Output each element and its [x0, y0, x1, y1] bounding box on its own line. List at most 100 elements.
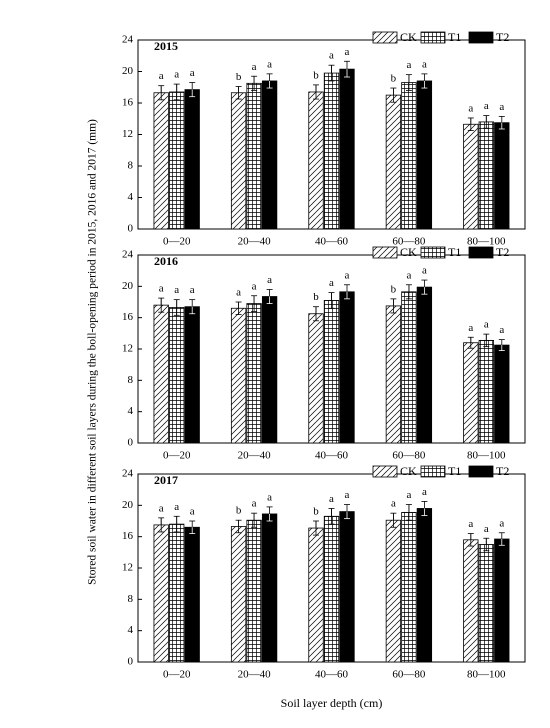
y-tick-label: 8 [128, 160, 134, 172]
significance-letter: b [313, 506, 319, 518]
panel-title: 2017 [154, 473, 178, 487]
error-bar [498, 532, 505, 546]
significance-letter: a [422, 265, 427, 277]
x-tick-label: 20—40 [238, 236, 272, 248]
error-bar [498, 339, 505, 351]
legend-label: T1 [448, 30, 461, 44]
y-tick-label: 16 [122, 530, 134, 542]
y-tick-label: 8 [128, 374, 134, 386]
error-bar [235, 86, 242, 100]
error-bar [173, 83, 180, 101]
bar [416, 80, 433, 230]
error-bar [189, 299, 196, 315]
bar [230, 92, 247, 230]
error-bar [313, 306, 319, 322]
significance-letter: a [267, 58, 272, 70]
bar [339, 291, 355, 444]
error-bar [405, 504, 412, 521]
legend-swatch [372, 31, 398, 44]
bar [416, 286, 433, 444]
y-tick-label: 0 [128, 223, 134, 235]
bar [308, 91, 324, 230]
significance-letter: a [190, 284, 195, 296]
error-bar [483, 333, 490, 348]
significance-letter: a [406, 59, 411, 71]
legend-label: T1 [448, 245, 461, 259]
error-bar [266, 506, 273, 522]
error-bar [251, 75, 258, 91]
x-tick-label: 60—80 [392, 669, 426, 681]
bar [184, 526, 200, 663]
legend-label: T2 [496, 464, 509, 478]
x-tick-label: 40—60 [315, 669, 349, 681]
significance-letter: a [391, 498, 396, 510]
error-bar [328, 508, 335, 525]
x-tick-label: 60—80 [392, 236, 426, 248]
y-tick-label: 20 [122, 280, 134, 292]
bar [153, 524, 169, 663]
error-bar [251, 295, 258, 312]
significance-letter: a [174, 501, 179, 513]
error-bar [189, 82, 196, 98]
significance-letter: a [190, 67, 195, 79]
bar [169, 307, 185, 444]
y-tick-label: 20 [122, 499, 134, 511]
bar [261, 513, 278, 663]
y-tick-label: 0 [128, 656, 134, 668]
bar [401, 291, 417, 444]
x-tick-label: 40—60 [315, 236, 349, 248]
significance-letter: a [329, 493, 334, 505]
significance-letter: a [484, 319, 489, 331]
legend-swatch [468, 246, 494, 259]
significance-letter: a [252, 61, 257, 73]
y-tick-label: 4 [128, 191, 134, 203]
bar [230, 526, 247, 663]
bar [169, 523, 185, 663]
significance-letter: a [252, 498, 257, 510]
significance-letter: a [159, 502, 164, 514]
bar [416, 508, 433, 663]
significance-letter: a [499, 517, 504, 529]
bar [184, 306, 200, 444]
error-bar [313, 84, 319, 100]
significance-letter: a [422, 58, 427, 70]
significance-letter: a [345, 46, 350, 58]
significance-letter: a [159, 70, 164, 82]
error-bar [173, 299, 180, 316]
x-tick-label: 0—20 [163, 450, 191, 462]
error-bar [189, 520, 196, 534]
bar [230, 307, 247, 444]
error-bar [467, 533, 474, 547]
error-bar [390, 298, 397, 314]
bar [478, 544, 494, 663]
x-tick-label: 60—80 [392, 450, 426, 462]
bar [463, 342, 479, 444]
legend-label: T2 [496, 245, 509, 259]
legend-swatch [420, 465, 446, 478]
bar [184, 89, 200, 230]
bar [261, 296, 278, 444]
bar [323, 72, 340, 230]
x-tick-label: 20—40 [238, 669, 272, 681]
error-bar [421, 279, 428, 295]
legend-swatch [420, 246, 446, 259]
legend-label: CK [400, 464, 417, 478]
significance-letter: a [468, 322, 473, 334]
bar [463, 123, 479, 230]
significance-letter: a [499, 324, 504, 336]
bar [494, 538, 510, 663]
significance-letter: a [422, 486, 427, 498]
significance-letter: b [313, 69, 319, 81]
error-bar [158, 517, 165, 533]
significance-letter: a [329, 277, 334, 289]
y-tick-label: 24 [122, 468, 134, 480]
y-tick-label: 0 [128, 437, 134, 449]
significance-letter: a [468, 518, 473, 530]
bar [339, 511, 355, 663]
bar [401, 511, 417, 663]
error-bar [266, 289, 273, 304]
error-bar [344, 284, 350, 300]
panel-title: 2016 [154, 254, 178, 268]
significance-letter: b [313, 291, 319, 303]
